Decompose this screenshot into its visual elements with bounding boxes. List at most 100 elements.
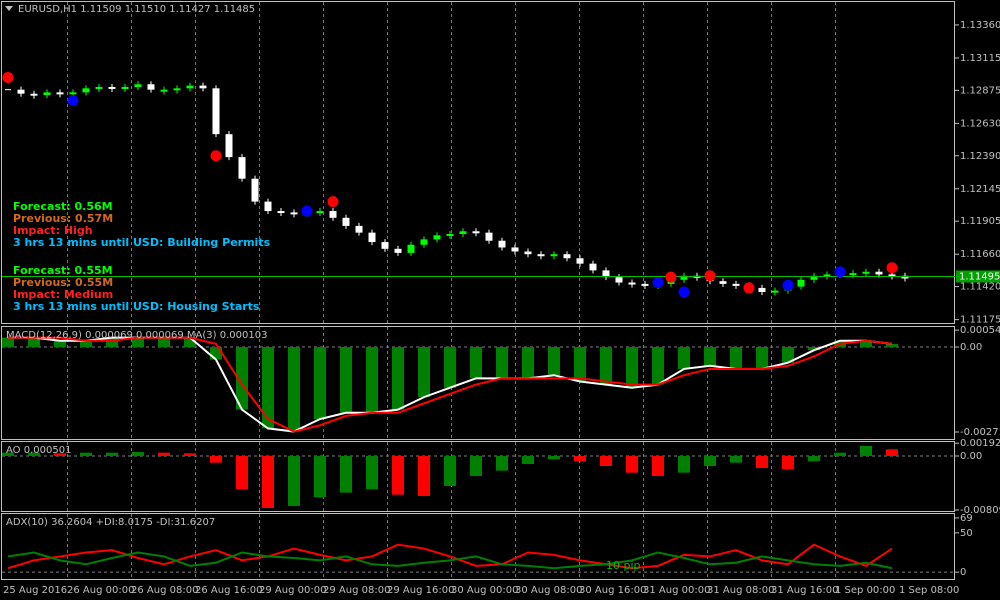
ao-bar [704,456,716,466]
time-label: 1 Sep 08:00 [899,585,959,596]
ao-bar [730,456,742,463]
ao-bar [496,456,508,471]
ao-bar [808,456,820,462]
time-label: 26 Aug 00:00 [67,585,134,596]
signal-dot [301,205,313,217]
signal-dot [652,277,664,289]
histogram-bar [470,347,482,379]
histogram-bar [782,347,794,363]
histogram-bar [418,347,430,398]
candle [56,92,64,95]
ao-bar [678,456,690,473]
macd-frame [1,326,955,440]
candle [862,271,870,274]
y-tick-label: -0.008096 [960,505,1000,516]
current-price-box [956,270,1000,283]
candle [342,217,350,226]
candle [459,231,467,234]
ao-frame [1,441,955,512]
candle [823,274,831,277]
candle [199,85,207,89]
y-tick-label: 1.12390 [960,151,1000,162]
ao-bar [860,446,872,456]
histogram-bar [730,347,742,369]
candle [407,244,415,253]
signal-dot [886,262,898,274]
candle [121,86,129,89]
signal-dot [665,271,677,283]
panel-frames [1,1,955,580]
candle [550,254,558,257]
ao-bar [236,456,248,490]
ao-bar [210,456,222,463]
candle [147,84,155,90]
candle [771,290,779,293]
ao-bar [418,456,430,496]
y-tick-label: 1.12630 [960,118,1000,129]
histogram-bar [808,347,820,351]
ao-bar [80,452,92,456]
candle [797,279,805,287]
ao-bar [28,452,40,456]
ao-bar [158,452,170,456]
news-previous: Previous: 0.55M [13,276,113,289]
ao-bar [548,456,560,460]
candle [563,254,571,259]
time-label: 30 Aug 08:00 [515,585,582,596]
candle [316,211,324,214]
candle [420,239,428,245]
ao-bar [782,456,794,470]
time-label: 1 Sep 00:00 [835,585,895,596]
candle [433,235,441,240]
histogram-bar [132,337,144,348]
ao-bar [392,456,404,495]
candle [732,283,740,286]
signal-dot [327,196,339,208]
candle [30,93,38,96]
candle [95,86,103,89]
candle [615,277,623,283]
y-tick-label: 1.11420 [960,282,1000,293]
y-tick-label: 1.13360 [960,20,1000,31]
candle [69,92,77,95]
histogram-bar [54,340,66,348]
candle [875,271,883,275]
candle [225,134,233,158]
ao-bar [132,452,144,456]
signal-dot [2,72,14,84]
time-label: 30 Aug 00:00 [451,585,518,596]
ao-bar [184,453,196,456]
candle [290,212,298,215]
signal-dot [743,282,755,294]
ao-bar [522,456,534,464]
histogram-bar [704,347,716,366]
current-price-label: 1.11495 [959,271,1000,282]
ao-bar [288,456,300,506]
signal-dot [210,150,222,162]
ao-bar [314,456,326,498]
candle [251,178,259,202]
histogram-bar [496,347,508,379]
chart-title: EURUSD,H1 1.11509 1.11510 1.11427 1.1148… [18,4,255,15]
time-label: 29 Aug 16:00 [387,585,454,596]
candle [394,248,402,253]
main-frame [1,1,955,324]
histogram-bar [262,347,274,429]
histogram-bar [886,343,898,348]
histogram-bar [678,347,690,369]
candle [537,254,545,257]
y-tick-label: 1.11175 [960,315,1000,326]
histogram-bar [366,347,378,413]
y-tick-label: 1.12145 [960,184,1000,195]
candle [212,88,220,135]
candle [849,273,857,276]
histogram-bar [600,347,612,385]
histogram-bar [106,337,118,348]
candle [446,233,454,236]
candle [43,92,51,96]
histogram-bar [626,347,638,388]
y-tick-label: 69 [960,513,973,524]
ao-bar [600,456,612,466]
time-label: 31 Aug 08:00 [707,585,774,596]
ao-bar [444,456,456,486]
